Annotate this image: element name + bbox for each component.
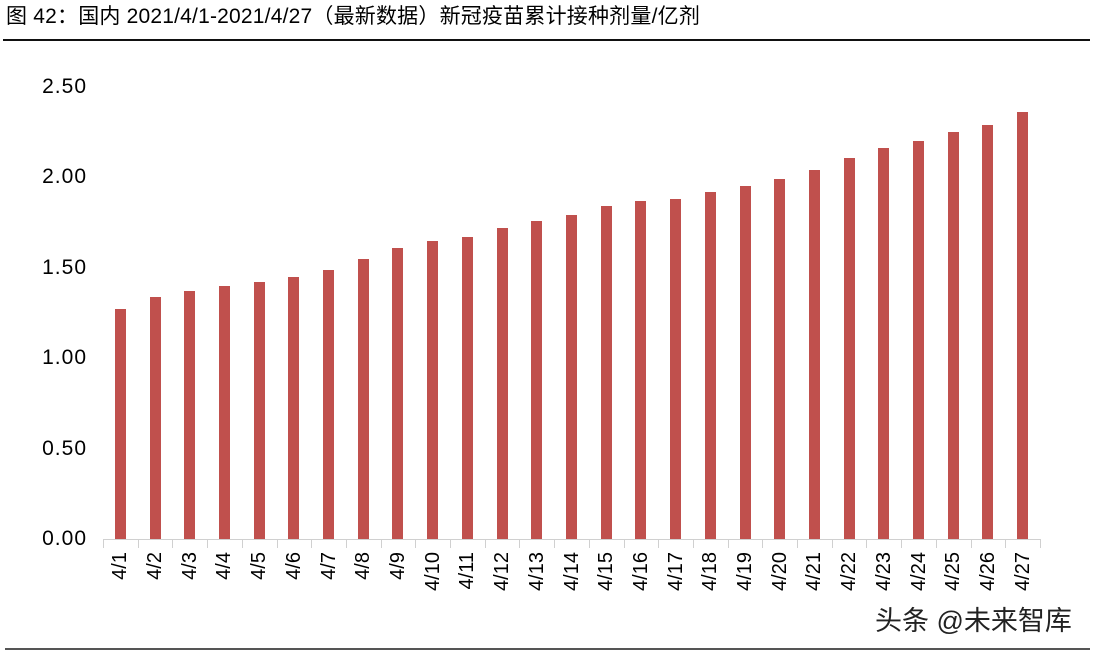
y-tick-label: 0.00 [42,527,87,550]
x-tick-label: 4/25 [942,552,964,591]
bar [913,141,924,539]
x-tick-label: 4/22 [838,552,860,591]
y-tick-label: 2.00 [42,165,87,189]
bar [774,179,785,539]
x-tick-label: 4/9 [387,552,409,580]
x-tick-mark [207,539,208,548]
x-tick-mark [589,539,590,548]
x-tick-label: 4/8 [352,552,374,580]
bar [497,228,508,539]
x-tick-mark [936,539,937,548]
x-tick-label: 4/3 [179,552,201,580]
bar [705,191,716,539]
x-tick-mark [277,539,278,548]
bar [531,220,542,539]
bar [219,285,230,539]
x-tick-mark [728,539,729,548]
x-tick-label: 4/6 [283,552,305,580]
watermark: 头条 @未来智库 [875,606,1072,636]
x-tick-label: 4/23 [873,552,895,591]
x-tick-label: 4/16 [630,552,652,591]
top-rule-divider [3,39,1090,41]
x-tick-mark [901,539,902,548]
figure-title: 图 42：国内 2021/4/1-2021/4/27（最新数据）新冠疫苗累计接种… [6,5,701,28]
bar [740,186,751,539]
bar [462,237,473,539]
x-tick-mark [103,539,104,548]
bar [184,291,195,539]
x-tick-label: 4/14 [561,552,583,591]
x-tick-label: 4/2 [144,552,166,580]
x-tick-label: 4/15 [595,552,617,591]
x-axis-line [103,539,1040,540]
x-tick-mark [1040,539,1041,548]
x-tick-mark [971,539,972,548]
bar [601,206,612,539]
x-tick-mark [242,539,243,548]
x-tick-mark [138,539,139,548]
bar [982,124,993,539]
x-tick-label: 4/13 [526,552,548,591]
x-tick-mark [624,539,625,548]
x-tick-label: 4/21 [803,552,825,591]
bar [254,282,265,539]
x-tick-label: 4/4 [213,552,235,580]
bar [392,247,403,539]
bar [1017,112,1028,539]
y-tick-label: 1.00 [42,346,87,370]
x-tick-mark [554,539,555,548]
x-tick-mark [172,539,173,548]
x-tick-label: 4/11 [456,552,478,590]
x-tick-mark [693,539,694,548]
x-tick-label: 4/17 [665,552,687,591]
x-tick-label: 4/10 [422,552,444,591]
bar [427,240,438,539]
x-tick-mark [1005,539,1006,548]
bar [635,200,646,539]
x-tick-mark [346,539,347,548]
bar [566,215,577,539]
x-tick-mark [450,539,451,548]
bar [288,276,299,539]
x-tick-mark [415,539,416,548]
x-tick-label: 4/19 [734,552,756,591]
bar [670,199,681,539]
x-tick-mark [866,539,867,548]
bar [115,309,126,539]
x-tick-mark [832,539,833,548]
x-tick-label: 4/18 [699,552,721,591]
bar [878,148,889,539]
x-tick-mark [485,539,486,548]
y-tick-label: 0.50 [42,436,87,460]
x-tick-label: 4/7 [318,552,340,580]
x-tick-mark [658,539,659,548]
x-tick-mark [762,539,763,548]
x-tick-mark [519,539,520,548]
y-tick-label: 1.50 [42,255,87,279]
x-tick-label: 4/24 [908,552,930,591]
bottom-rule-divider [5,648,1090,650]
x-tick-label: 4/27 [1012,552,1034,591]
bar [323,269,334,539]
x-tick-mark [797,539,798,548]
x-tick-label: 4/26 [977,552,999,591]
x-tick-mark [311,539,312,548]
x-tick-label: 4/12 [491,552,513,591]
bar [844,157,855,539]
bar [809,170,820,539]
x-tick-label: 4/20 [769,552,791,591]
x-tick-label: 4/5 [248,552,270,580]
x-tick-label: 4/1 [109,552,131,580]
bar [948,132,959,539]
x-tick-mark [381,539,382,548]
bar [358,258,369,539]
y-tick-label: 2.50 [42,75,87,98]
bar [150,296,161,539]
